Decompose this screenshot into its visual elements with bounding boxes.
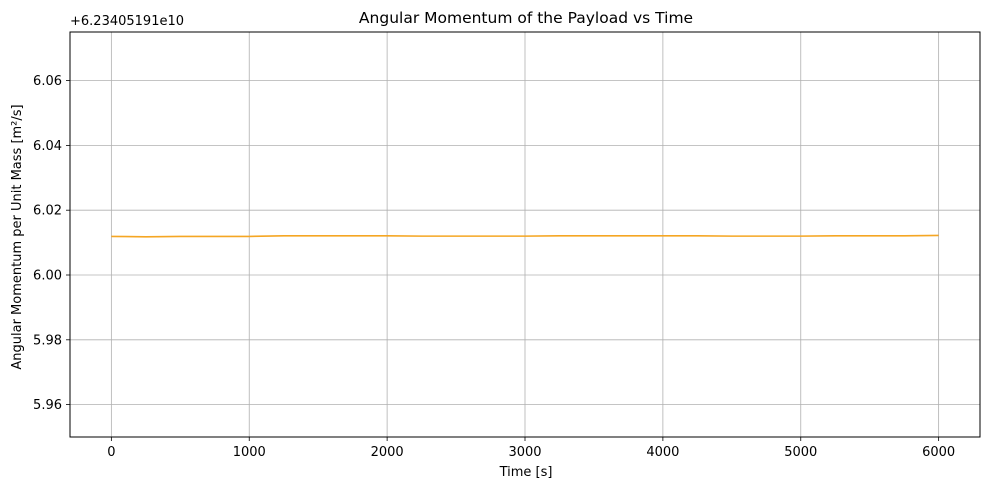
y-tick-label: 6.06: [33, 74, 62, 89]
y-tick-label: 6.04: [33, 139, 62, 154]
y-tick-label: 5.98: [33, 333, 62, 348]
y-offset-label: +6.23405191e10: [70, 14, 184, 29]
x-tick-label: 0: [107, 445, 115, 460]
y-axis-label: Angular Momentum per Unit Mass [m²/s]: [10, 104, 25, 369]
y-tick-label: 5.96: [33, 398, 62, 413]
series-line-0: [111, 234, 939, 238]
y-tick-label: 6.02: [33, 204, 62, 219]
y-tick-label: 6.00: [33, 269, 62, 284]
x-tick-label: 3000: [508, 445, 541, 460]
x-tick-label: 2000: [371, 445, 404, 460]
x-axis: 0 1000 2000 3000 4000 5000 6000: [107, 437, 955, 460]
x-tick-label: 5000: [784, 445, 817, 460]
x-axis-label: Time [s]: [499, 465, 553, 480]
x-tick-label: 6000: [922, 445, 955, 460]
grid: [70, 32, 980, 437]
x-tick-label: 4000: [646, 445, 679, 460]
x-tick-label: 1000: [233, 445, 266, 460]
series-layer: [111, 234, 939, 238]
y-axis: 5.96 5.98 6.00 6.02 6.04 6.06: [33, 74, 70, 413]
chart-title: Angular Momentum of the Payload vs Time: [359, 9, 693, 27]
